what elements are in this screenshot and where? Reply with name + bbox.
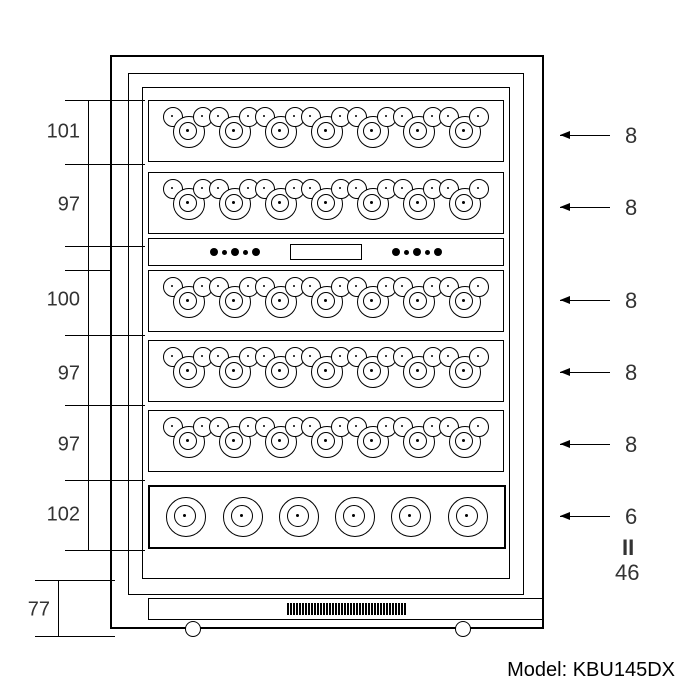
dim-97b: 97 <box>40 363 80 386</box>
count-3: 8 <box>625 288 637 314</box>
count-6: 6 <box>625 504 637 530</box>
control-left-icons <box>210 248 260 256</box>
arrow-6 <box>560 516 610 517</box>
model-prefix: Model: <box>507 659 573 681</box>
arrow-1 <box>560 135 610 136</box>
model-number: KBU145DX <box>573 659 675 681</box>
dim-100: 100 <box>40 289 80 312</box>
arrow-3 <box>560 300 610 301</box>
control-right-icons <box>392 248 442 256</box>
total: 46 <box>615 560 639 586</box>
arrow-4 <box>560 372 610 373</box>
control-display <box>290 244 362 260</box>
wine-cooler-diagram: 101 97 100 97 97 102 77 8 8 8 8 8 6 II 4… <box>0 0 700 700</box>
count-2: 8 <box>625 195 637 221</box>
shelf-2 <box>148 172 504 234</box>
shelf-1 <box>148 100 504 162</box>
arrow-5 <box>560 444 610 445</box>
shelf-5 <box>148 410 504 472</box>
shelf-6 <box>148 485 506 549</box>
dim-97c: 97 <box>40 434 80 457</box>
dim-97a: 97 <box>40 194 80 217</box>
arrow-2 <box>560 207 610 208</box>
shelf-3 <box>148 270 504 332</box>
count-1: 8 <box>625 123 637 149</box>
base-vent <box>148 598 544 620</box>
foot-right <box>455 621 471 637</box>
control-panel <box>148 238 504 266</box>
dim-77: 77 <box>10 599 50 622</box>
shelf-4 <box>148 340 504 402</box>
dim-102: 102 <box>40 504 80 527</box>
count-5: 8 <box>625 432 637 458</box>
model-label: Model: KBU145DX <box>507 659 675 682</box>
count-4: 8 <box>625 360 637 386</box>
equals-sep: II <box>622 535 634 561</box>
foot-left <box>185 621 201 637</box>
dim-101: 101 <box>40 121 80 144</box>
